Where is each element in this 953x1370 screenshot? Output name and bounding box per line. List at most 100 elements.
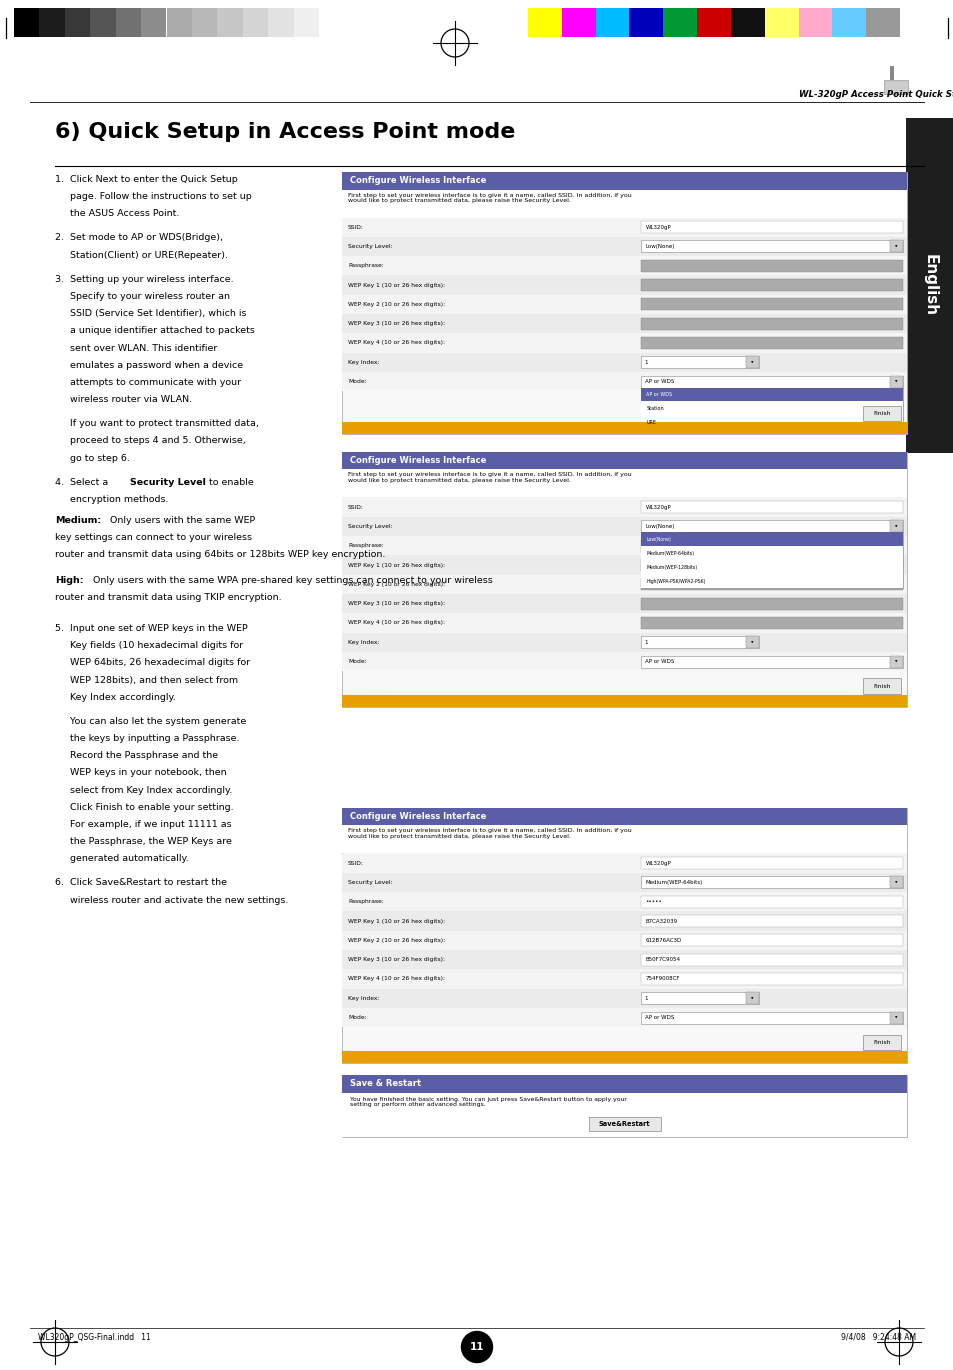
Bar bbox=[640, 388, 902, 401]
Bar bbox=[341, 652, 906, 671]
Text: For example, if we input 11111 as: For example, if we input 11111 as bbox=[55, 821, 232, 829]
Bar bbox=[341, 949, 906, 970]
Text: WL320gP_QSG-Final.indd   11: WL320gP_QSG-Final.indd 11 bbox=[38, 1333, 151, 1343]
Bar bbox=[889, 375, 902, 388]
Bar bbox=[640, 954, 902, 966]
Text: WEP 64bits, 26 hexadecimal digits for: WEP 64bits, 26 hexadecimal digits for bbox=[55, 659, 250, 667]
Text: Passphrase:: Passphrase: bbox=[348, 544, 383, 548]
Bar bbox=[745, 636, 759, 648]
Bar bbox=[640, 877, 902, 888]
Bar bbox=[167, 8, 192, 37]
Bar bbox=[341, 892, 906, 911]
Text: Medium(WEP-64bits): Medium(WEP-64bits) bbox=[646, 551, 694, 556]
Bar bbox=[141, 8, 167, 37]
Text: the keys by inputting a Passphrase.: the keys by inputting a Passphrase. bbox=[55, 734, 239, 743]
Text: 4.  Select a: 4. Select a bbox=[55, 478, 112, 486]
Bar bbox=[341, 1075, 906, 1092]
Text: Security Level:: Security Level: bbox=[348, 880, 393, 885]
Text: Passphrase:: Passphrase: bbox=[348, 899, 383, 904]
Bar bbox=[341, 516, 906, 536]
Text: proceed to steps 4 and 5. Otherwise,: proceed to steps 4 and 5. Otherwise, bbox=[55, 437, 246, 445]
Bar bbox=[640, 915, 902, 927]
Bar bbox=[595, 8, 629, 37]
Bar bbox=[640, 858, 902, 869]
Text: Click Finish to enable your setting.: Click Finish to enable your setting. bbox=[55, 803, 233, 812]
Bar bbox=[341, 352, 906, 371]
Bar bbox=[640, 521, 902, 533]
Text: Key Index accordingly.: Key Index accordingly. bbox=[55, 693, 175, 701]
Bar bbox=[640, 560, 902, 574]
Text: Save&Restart: Save&Restart bbox=[598, 1121, 650, 1128]
Text: 3.  Setting up your wireless interface.: 3. Setting up your wireless interface. bbox=[55, 275, 233, 284]
Text: WEP Key 3 (10 or 26 hex digits):: WEP Key 3 (10 or 26 hex digits): bbox=[348, 601, 444, 606]
Text: wireless router via WLAN.: wireless router via WLAN. bbox=[55, 395, 192, 404]
Bar bbox=[341, 930, 906, 949]
Bar bbox=[341, 1092, 906, 1137]
Bar bbox=[905, 118, 953, 453]
Text: Key Index:: Key Index: bbox=[348, 640, 379, 645]
Bar bbox=[640, 375, 902, 388]
Bar bbox=[640, 896, 902, 908]
Text: ▼: ▼ bbox=[894, 244, 897, 248]
Text: Configure Wireless Interface: Configure Wireless Interface bbox=[350, 456, 486, 466]
Text: router and transmit data using 64bits or 128bits WEP key encryption.: router and transmit data using 64bits or… bbox=[55, 549, 385, 559]
Text: the ASUS Access Point.: the ASUS Access Point. bbox=[55, 210, 179, 218]
Text: generated automatically.: generated automatically. bbox=[55, 855, 189, 863]
Bar bbox=[640, 241, 902, 252]
Bar bbox=[640, 547, 902, 560]
Text: First step to set your wireless interface is to give it a name, called SSID. In : First step to set your wireless interfac… bbox=[348, 473, 631, 484]
Bar bbox=[294, 8, 318, 37]
Text: English: English bbox=[922, 255, 937, 316]
Bar bbox=[640, 578, 902, 590]
Bar bbox=[889, 241, 902, 252]
Text: URE: URE bbox=[646, 419, 656, 425]
Text: go to step 6.: go to step 6. bbox=[55, 453, 130, 463]
Text: Key Index:: Key Index: bbox=[348, 360, 379, 364]
Text: Key Index:: Key Index: bbox=[348, 996, 379, 1000]
Text: SSID:: SSID: bbox=[348, 860, 363, 866]
Bar bbox=[561, 8, 595, 37]
Text: ▼: ▼ bbox=[751, 360, 753, 364]
Text: High(WPA-PSK/WPA2-PSK): High(WPA-PSK/WPA2-PSK) bbox=[646, 578, 705, 584]
Bar bbox=[889, 521, 902, 533]
Text: Finish: Finish bbox=[872, 411, 890, 415]
Text: Finish: Finish bbox=[872, 1040, 890, 1045]
Text: router and transmit data using TKIP encryption.: router and transmit data using TKIP encr… bbox=[55, 593, 281, 601]
Text: wireless router and activate the new settings.: wireless router and activate the new set… bbox=[55, 896, 288, 904]
Text: Low(None): Low(None) bbox=[645, 523, 674, 529]
Bar bbox=[889, 656, 902, 667]
Text: key settings can connect to your wireless: key settings can connect to your wireles… bbox=[55, 533, 252, 541]
Bar bbox=[341, 452, 906, 707]
Bar bbox=[341, 633, 906, 652]
Bar bbox=[697, 8, 730, 37]
Text: WEP Key 1 (10 or 26 hex digits):: WEP Key 1 (10 or 26 hex digits): bbox=[348, 918, 445, 923]
Text: ▼: ▼ bbox=[894, 525, 897, 529]
Bar bbox=[341, 970, 906, 989]
Bar bbox=[341, 574, 906, 595]
Bar bbox=[662, 8, 697, 37]
Bar bbox=[341, 295, 906, 314]
Text: Configure Wireless Interface: Configure Wireless Interface bbox=[350, 177, 486, 185]
Text: 11: 11 bbox=[469, 1343, 484, 1352]
Bar bbox=[862, 1034, 900, 1049]
Bar bbox=[341, 314, 906, 333]
Text: WEP Key 3 (10 or 26 hex digits):: WEP Key 3 (10 or 26 hex digits): bbox=[348, 958, 444, 962]
Bar bbox=[640, 260, 902, 271]
Bar bbox=[862, 678, 900, 695]
Text: 1.  Click Next to enter the Quick Setup: 1. Click Next to enter the Quick Setup bbox=[55, 175, 237, 184]
Bar bbox=[341, 275, 906, 295]
Bar bbox=[341, 470, 906, 497]
Text: Security Level:: Security Level: bbox=[348, 523, 393, 529]
Bar bbox=[14, 8, 39, 37]
Text: to enable: to enable bbox=[206, 478, 253, 486]
Bar bbox=[889, 877, 902, 888]
Text: Only users with the same WPA pre-shared key settings can connect to your wireles: Only users with the same WPA pre-shared … bbox=[90, 575, 493, 585]
Bar bbox=[640, 973, 902, 985]
Text: Only users with the same WEP: Only users with the same WEP bbox=[107, 515, 255, 525]
Bar bbox=[764, 8, 798, 37]
Bar bbox=[889, 66, 893, 79]
Text: First step to set your wireless interface is to give it a name, called SSID. In : First step to set your wireless interfac… bbox=[348, 829, 631, 840]
Bar bbox=[341, 1075, 906, 1137]
Text: encryption methods.: encryption methods. bbox=[55, 495, 169, 504]
Bar bbox=[640, 388, 902, 429]
